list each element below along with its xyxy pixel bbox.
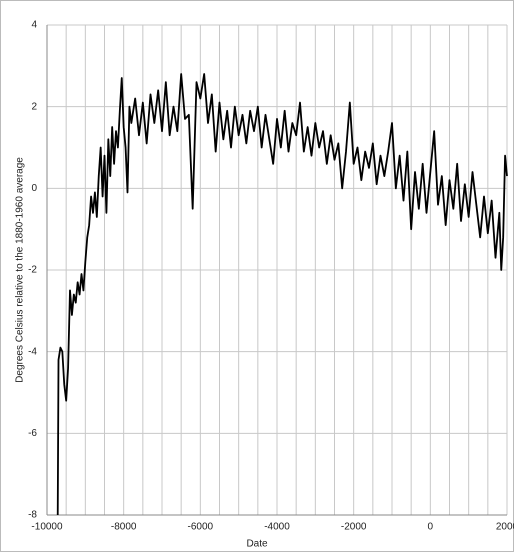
- y-tick-label: -6: [28, 428, 37, 439]
- y-axis-label: Degrees Celsius relative to the 1880-196…: [15, 157, 26, 383]
- x-axis-label: Date: [246, 539, 268, 550]
- x-tick-label: -10000: [31, 522, 63, 533]
- x-tick-label: -4000: [264, 522, 290, 533]
- x-tick-label: -2000: [341, 522, 367, 533]
- y-tick-label: -4: [28, 346, 37, 357]
- x-tick-label: -8000: [111, 522, 137, 533]
- line-series: [56, 73, 508, 516]
- y-tick-label: 0: [31, 183, 37, 194]
- y-tick-label: 4: [31, 20, 37, 31]
- y-tick-label: 2: [31, 101, 37, 112]
- y-tick-label: -2: [28, 265, 37, 276]
- x-tick-label: 0: [428, 522, 434, 533]
- y-tick-label: -8: [28, 510, 37, 521]
- x-tick-label: -6000: [188, 522, 214, 533]
- x-tick-label: 2000: [496, 522, 514, 533]
